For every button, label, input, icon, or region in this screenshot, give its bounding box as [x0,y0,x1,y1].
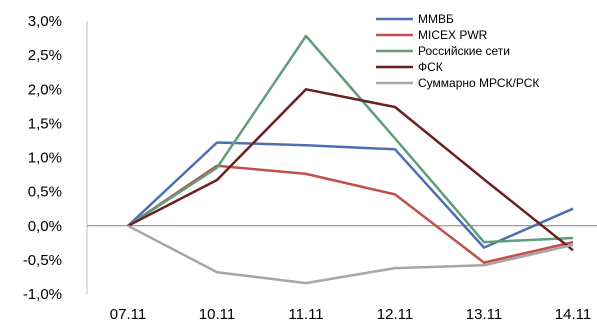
y-tick-label: 2,5% [28,47,62,64]
x-tick-label: 14.11 [555,306,591,323]
y-tick-label: -1,0% [23,286,62,303]
y-tick-label: 2,0% [28,81,62,98]
series-lines [127,34,574,285]
series-line-2 [127,164,574,264]
y-tick-label: 1,5% [28,115,62,132]
series-line-3 [127,34,574,244]
y-tick-label: 0,5% [28,184,62,201]
series-line-5 [127,224,574,285]
legend-label: ФСК [418,60,443,74]
series-line-1 [127,141,574,249]
y-tick-label: 0,0% [28,218,62,235]
legend-label: MICEX PWR [418,28,488,42]
x-axis: 07.11 10.11 11.11 12.11 13.11 14.11 [87,225,597,323]
y-tick-label: -0,5% [23,252,62,269]
legend-label: ММВБ [418,12,454,26]
x-tick-label: 10.11 [199,306,235,323]
y-axis: -1,0% -0,5% 0,0% 0,5% 1,0% 1,5% 2,0% 2,5% 3,0% [23,13,88,303]
series-line-4 [127,88,574,252]
y-tick-label: 3,0% [28,13,62,30]
x-tick-label: 11.11 [288,306,323,323]
y-tick-label: 1,0% [28,150,62,167]
x-tick-label: 12.11 [377,306,413,323]
x-tick-label: 13.11 [466,306,502,323]
x-tick-label: 07.11 [110,306,146,323]
legend: ММВБ MICEX PWR Российские сети ФСК Суммарно … [376,12,539,90]
legend-label: Российские сети [418,44,510,58]
legend-label: Суммарно МРСК/РСК [418,76,539,90]
